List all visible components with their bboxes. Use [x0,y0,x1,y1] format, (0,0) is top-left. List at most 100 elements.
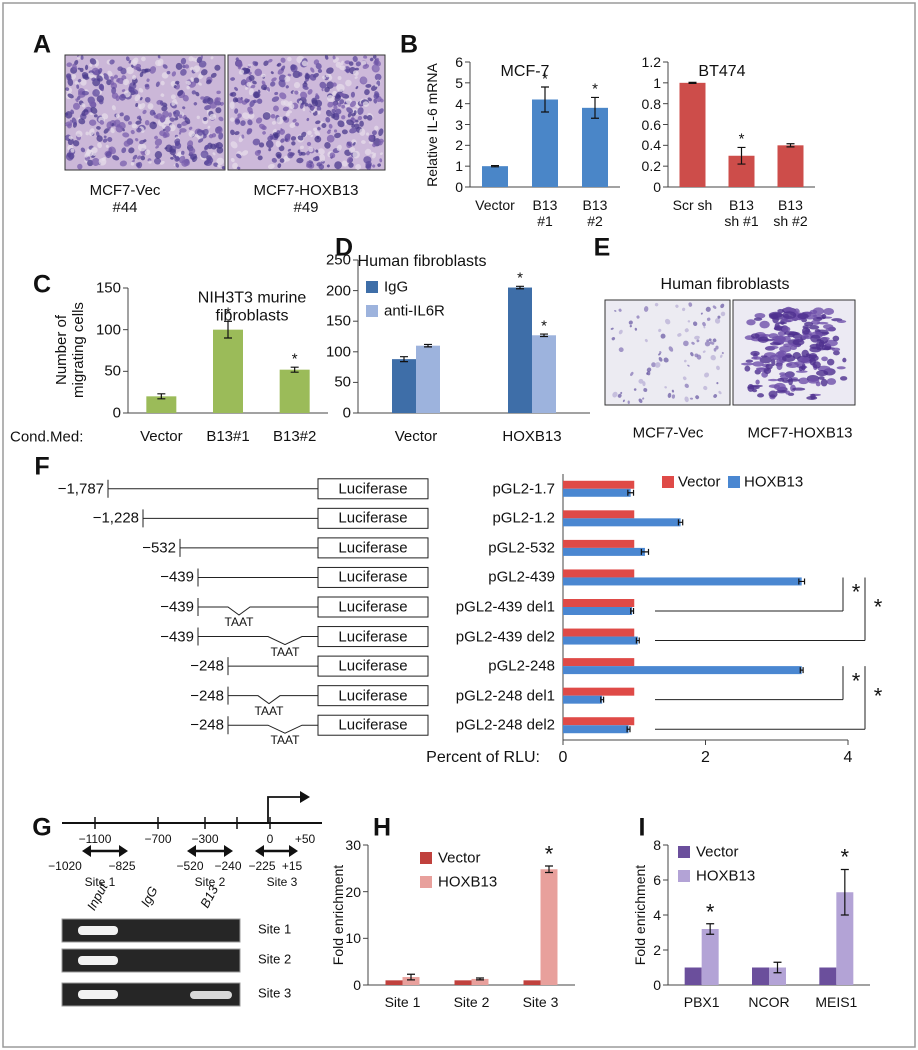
cell [175,101,178,105]
cell [138,103,142,110]
cell [363,55,368,59]
cell [771,358,776,367]
construct-line [198,636,318,646]
bar [563,687,635,696]
cell [246,81,252,87]
cell [798,377,809,385]
cell [70,148,75,153]
cell [362,101,369,107]
cell [120,67,127,75]
bar [523,980,541,985]
cell [777,330,787,336]
cell [279,158,285,163]
cell [646,367,652,372]
y-tick-label: 3 [455,116,463,133]
cell [816,347,826,351]
cell [75,130,83,138]
cell [667,392,672,398]
cell [349,100,357,108]
cell [304,73,311,80]
cell [126,66,134,75]
cell [93,114,98,118]
cell [237,65,242,70]
cell [333,105,338,110]
cell [236,97,244,104]
cell [173,85,177,88]
cell [782,354,796,362]
cell [192,155,198,163]
cell [144,120,150,126]
y-tick-label: pGL2-439 [488,568,555,586]
cell [248,112,255,120]
cell [750,350,760,357]
cell [91,77,96,82]
cell [682,376,687,381]
cell [636,315,640,319]
cell [182,94,189,102]
cell [712,305,717,309]
cell [715,345,719,350]
y-axis-label: Relative IL-6 mRNA [423,63,440,187]
cell [157,55,161,59]
construct-line [198,606,318,616]
cell [287,148,292,152]
cell [275,151,282,158]
cell [106,121,112,129]
cell [169,117,175,122]
error-bar [545,865,553,874]
cell [241,150,249,156]
cell [374,125,379,131]
legend-label: Vector [438,849,481,867]
cell [244,98,250,103]
cell [107,136,113,142]
gel-band [78,926,118,935]
significance-star: * [517,269,523,287]
cell [293,81,301,89]
cell [215,142,223,149]
cell [341,160,348,167]
cell [324,55,329,60]
significance-star: * [225,304,231,322]
cell [271,157,277,163]
cell [285,134,291,140]
cell [235,60,243,67]
cell [348,61,354,66]
cell [72,63,77,71]
cell [149,66,157,74]
cell [684,328,689,333]
cell [353,110,357,115]
legend-label: IgG [384,278,409,296]
x-tick-label: HOXB13 [502,428,562,445]
cell [357,115,363,121]
cell [349,127,357,134]
cell [136,115,142,120]
cell [106,79,112,86]
cell [271,120,276,125]
cell [339,65,346,71]
cell [331,108,336,113]
x-tick-label: NCOR [748,994,790,1010]
cell [775,337,783,342]
cell [241,134,245,139]
cell [179,128,187,133]
primer-label: −1020 [48,859,82,874]
cell [767,378,779,382]
caption: MCF7-HOXB13 [747,424,853,442]
error-bar [630,608,635,614]
cell [378,108,384,114]
y-tick-label: 1 [653,74,661,91]
cell [132,154,138,160]
cell [221,166,225,170]
cell [261,125,267,131]
cell [247,64,252,67]
error-bar [491,164,499,168]
cell [257,155,263,161]
cell [775,389,788,394]
cell [379,152,383,155]
cell [135,138,139,142]
cell [66,62,73,68]
cell [123,140,131,147]
y-tick-label: 0 [112,404,121,422]
cell [91,147,98,154]
y-tick-label: 10 [345,930,361,947]
